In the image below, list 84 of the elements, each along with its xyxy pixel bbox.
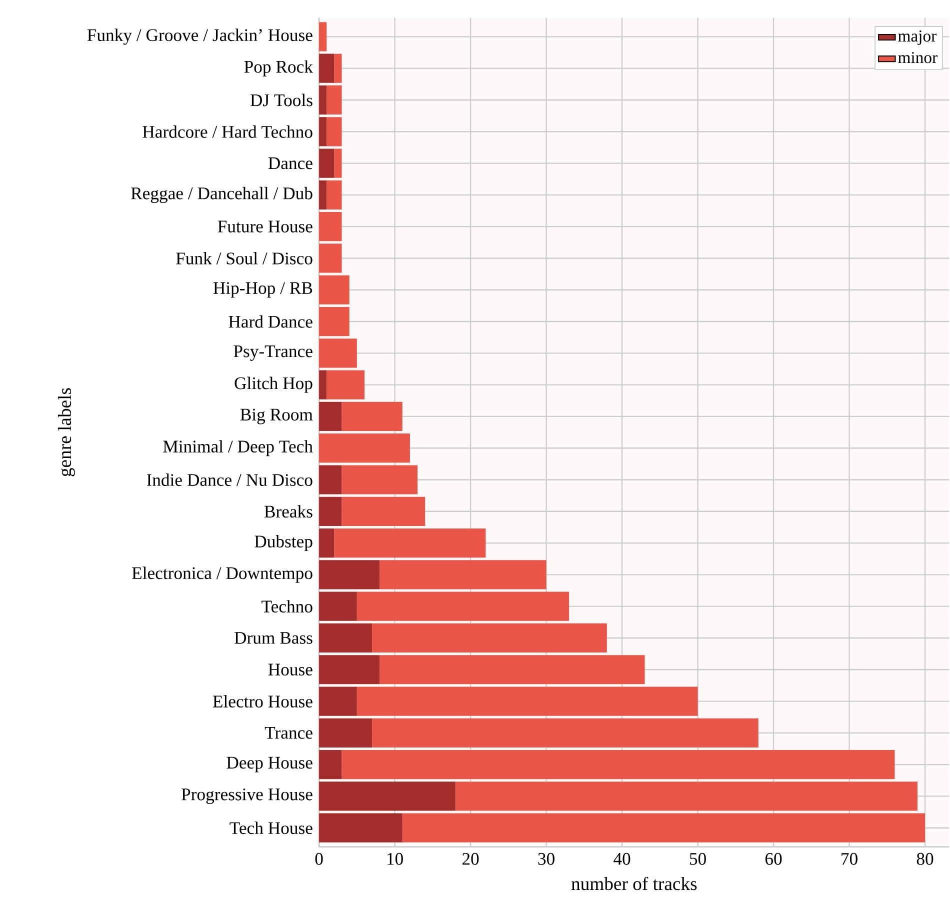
y-tick-label: Deep House [226, 756, 312, 772]
x-tick-label: 0 [315, 853, 323, 865]
bar [319, 212, 342, 242]
y-tick-label: Future House [218, 220, 312, 233]
y-tick-label: Psy-Trance [234, 346, 312, 361]
bar [319, 782, 456, 811]
y-tick-label: Indie Dance / Nu Disco [146, 474, 312, 486]
bar [319, 655, 380, 684]
bar [342, 402, 402, 432]
y-tick-label: Big Room [240, 408, 313, 424]
y-tick-label: Hard Dance [228, 315, 312, 328]
bar [326, 117, 342, 146]
y-tick-label: Tech House [230, 822, 312, 834]
bar [455, 782, 918, 811]
y-tick-label: DJ Tools [250, 94, 312, 106]
bar [372, 718, 758, 748]
bar [342, 465, 418, 494]
y-tick-label: Techno [262, 600, 312, 613]
bar [319, 718, 372, 748]
legend-label: minor [898, 52, 938, 64]
bar [319, 402, 342, 432]
x-tick-label: 80 [916, 853, 934, 865]
bar [326, 180, 342, 210]
bar [319, 592, 357, 621]
bar [319, 434, 410, 463]
bar [372, 624, 607, 653]
bar [334, 528, 486, 558]
y-tick-label: Drum Bass [234, 632, 312, 644]
bar [342, 496, 426, 526]
bar [326, 370, 364, 400]
y-tick-label: Electro House [212, 695, 312, 708]
bar [319, 86, 327, 115]
bar [319, 307, 350, 336]
bar [319, 180, 327, 210]
y-axis-title: genre labels [58, 388, 75, 476]
bar [319, 148, 334, 178]
bar [319, 244, 342, 273]
bar [356, 686, 698, 716]
bar [334, 148, 342, 178]
bar [319, 624, 372, 653]
y-tick-label: Breaks [264, 505, 312, 518]
bar [334, 54, 342, 83]
y-tick-label: Hardcore / Hard Techno [142, 125, 312, 138]
bar [319, 750, 342, 780]
bar [319, 813, 402, 842]
bar [319, 528, 334, 558]
y-tick-label: Funk / Soul / Disco [176, 252, 312, 265]
y-tick-label: Reggae / Dancehall / Dub [131, 186, 312, 204]
bar [319, 338, 357, 368]
y-tick-label: Funky / Groove / Jackin’ House [87, 28, 312, 45]
bar [319, 22, 327, 52]
bar [342, 750, 895, 780]
bar [319, 465, 342, 494]
x-tick-label: 20 [462, 853, 479, 865]
x-tick-label: 10 [388, 853, 403, 865]
bar [402, 813, 926, 842]
bar [319, 370, 327, 400]
x-axis-title: number of tracks [571, 876, 697, 890]
bar [319, 275, 350, 305]
bar [319, 686, 357, 716]
y-tick-label: Glitch Hop [234, 376, 312, 393]
x-tick-label: 50 [690, 853, 706, 865]
bar [380, 655, 645, 684]
bar [319, 496, 342, 526]
legend-label: major [898, 30, 936, 46]
bar [319, 560, 380, 590]
x-tick-label: 40 [614, 853, 630, 865]
y-tick-label: Pop Rock [244, 60, 313, 76]
y-tick-label: Dance [268, 157, 312, 170]
y-tick-label: House [268, 664, 312, 676]
x-tick-label: 70 [842, 853, 858, 865]
x-tick-label: 60 [765, 853, 782, 865]
y-tick-label: Progressive House [182, 788, 312, 804]
bar [356, 592, 570, 621]
y-tick-label: Trance [264, 727, 312, 739]
bar [319, 117, 327, 146]
bar [326, 86, 342, 115]
bar [319, 54, 334, 83]
y-tick-label: Minimal / Deep Tech [163, 440, 313, 456]
y-tick-label: Hip-Hop / RB [213, 282, 312, 298]
x-tick-label: 30 [538, 853, 554, 865]
y-tick-label: Dubstep [254, 535, 312, 552]
y-tick-label: Electronica / Downtempo [132, 566, 312, 583]
bar [380, 560, 546, 590]
